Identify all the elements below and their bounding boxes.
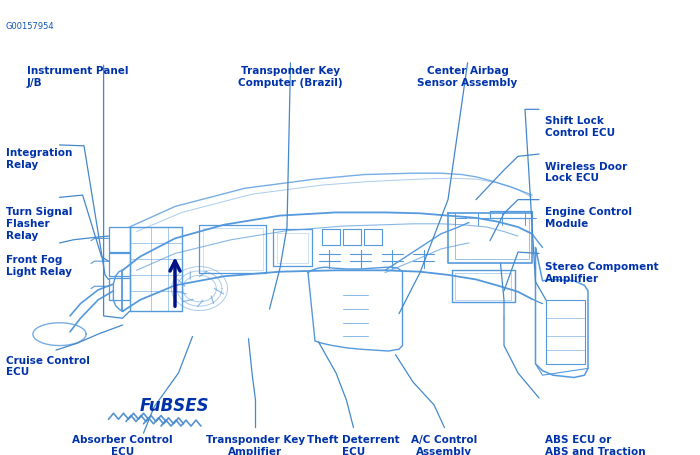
Text: Stereo Compoment
Amplifier: Stereo Compoment Amplifier: [545, 262, 658, 283]
Text: G00157954: G00157954: [6, 22, 54, 31]
Text: Integration
Relay: Integration Relay: [6, 148, 72, 169]
Text: Front Fog
Light Relay: Front Fog Light Relay: [6, 255, 71, 276]
Text: A/C Control
Assembly: A/C Control Assembly: [412, 435, 477, 455]
Text: FuBSES: FuBSES: [140, 396, 209, 414]
Text: Transponder Key
Amplifier: Transponder Key Amplifier: [206, 435, 305, 455]
Text: Center Airbag
Sensor Assembly: Center Airbag Sensor Assembly: [417, 66, 518, 87]
Text: Shift Lock
Control ECU: Shift Lock Control ECU: [545, 116, 615, 137]
Text: Cruise Control
ECU: Cruise Control ECU: [6, 355, 90, 376]
Text: Theft Deterrent
ECU: Theft Deterrent ECU: [307, 435, 400, 455]
Text: Wireless Door
Lock ECU: Wireless Door Lock ECU: [545, 162, 627, 183]
Text: ABS ECU or
ABS and Traction
ECU or
ABS & TRAC & VSC
ECU: ABS ECU or ABS and Traction ECU or ABS &…: [545, 435, 654, 455]
Text: Engine Control
Module: Engine Control Module: [545, 207, 631, 228]
Text: Transponder Key
Computer (Brazil): Transponder Key Computer (Brazil): [238, 66, 343, 87]
Text: Instrument Panel
J/B: Instrument Panel J/B: [27, 66, 128, 87]
Text: Turn Signal
Flasher
Relay: Turn Signal Flasher Relay: [6, 207, 72, 240]
Text: Absorber Control
ECU: Absorber Control ECU: [72, 435, 173, 455]
